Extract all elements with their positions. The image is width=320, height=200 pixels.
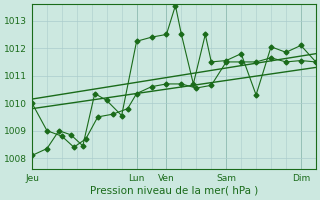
- X-axis label: Pression niveau de la mer( hPa ): Pression niveau de la mer( hPa ): [90, 186, 258, 196]
